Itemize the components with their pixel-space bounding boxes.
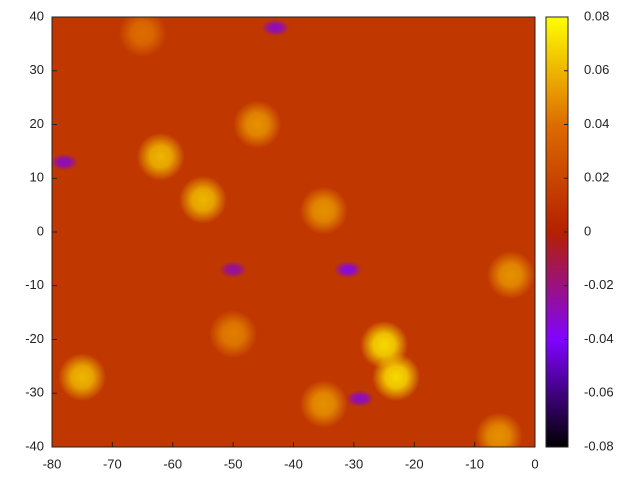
field-background (52, 17, 535, 447)
x-tick-label: -20 (405, 456, 424, 471)
field-feature (118, 17, 167, 58)
field-feature (474, 412, 523, 447)
field-feature (372, 353, 421, 402)
colorbar-tick-label: 0.02 (584, 170, 609, 185)
y-tick-label: 0 (37, 223, 44, 238)
x-tick-label: -50 (224, 456, 243, 471)
field-feature (52, 153, 79, 171)
x-tick-label: -40 (284, 456, 303, 471)
x-tick-label: -10 (465, 456, 484, 471)
field-feature (261, 19, 290, 37)
colorbar-tick-label: 0.08 (584, 8, 609, 23)
field-feature (219, 261, 248, 279)
field-feature (209, 310, 258, 359)
colorbar-tick-label: 0 (584, 223, 591, 238)
y-tick-label: -20 (25, 331, 44, 346)
colorbar-tick-label: -0.02 (584, 277, 614, 292)
field-feature (233, 100, 282, 149)
colorbar-tick-label: 0.04 (584, 116, 609, 131)
y-tick-label: -30 (25, 385, 44, 400)
field-feature (178, 175, 227, 224)
colorbar-tick-label: -0.08 (584, 438, 614, 453)
field-feature (333, 261, 362, 279)
field-feature (486, 251, 535, 299)
field-feature (345, 390, 374, 408)
field-feature (136, 132, 185, 181)
x-tick-label: -30 (344, 456, 363, 471)
field-feature (299, 186, 348, 235)
x-tick-label: -70 (103, 456, 122, 471)
y-tick-label: -10 (25, 277, 44, 292)
x-tick-label: -60 (163, 456, 182, 471)
y-tick-label: 10 (30, 170, 44, 185)
colorbar-tick-label: 0.06 (584, 62, 609, 77)
y-tick-label: 20 (30, 116, 44, 131)
colorbar-tick-label: -0.04 (584, 331, 614, 346)
x-tick-label: -80 (43, 456, 62, 471)
y-tick-label: 40 (30, 8, 44, 23)
field-feature (299, 380, 348, 428)
colorbar-tick-label: -0.06 (584, 385, 614, 400)
x-tick-label: 0 (531, 456, 538, 471)
y-tick-label: 30 (30, 62, 44, 77)
y-tick-label: -40 (25, 438, 44, 453)
field-feature (58, 353, 107, 402)
